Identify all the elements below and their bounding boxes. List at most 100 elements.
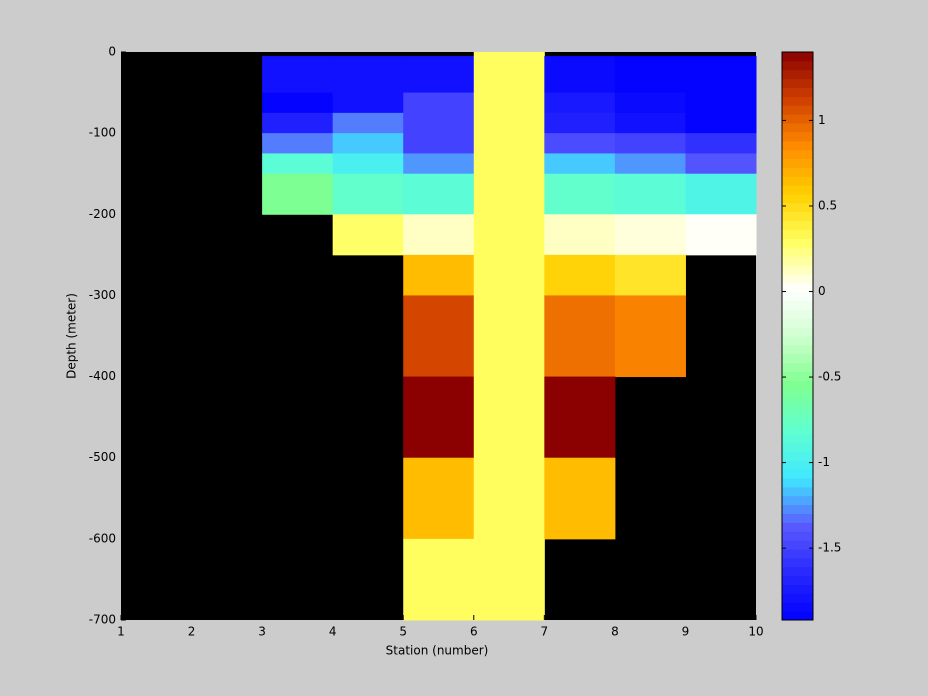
heatmap-cell (332, 92, 404, 114)
heatmap-cell (685, 133, 757, 154)
x-tick-label: 3 (258, 625, 266, 639)
heatmap-cell (332, 153, 404, 175)
heatmap-cell (614, 112, 686, 134)
heatmap-cell (473, 376, 545, 459)
colorbar-step (782, 584, 813, 594)
heatmap-cell (544, 92, 616, 114)
colorbar-step (782, 52, 813, 62)
heatmap-cell (685, 153, 757, 175)
colorbar-step (782, 229, 813, 239)
colorbar-step (782, 336, 813, 346)
colorbar-step (782, 371, 813, 381)
y-tick-label: -200 (89, 207, 116, 221)
colorbar-step (782, 176, 813, 186)
colorbar-step (782, 211, 813, 222)
colorbar-step (782, 220, 813, 230)
colorbar-step (782, 557, 813, 568)
colorbar-step (782, 273, 813, 284)
heatmap-cell (614, 214, 686, 256)
colorbar-tick-label: -1.5 (818, 541, 841, 555)
x-tick-label: 5 (399, 625, 407, 639)
colorbar-step (782, 140, 813, 151)
colorbar-step (782, 469, 813, 479)
heatmap-cell (685, 56, 757, 94)
colorbar-step (782, 282, 813, 293)
colorbar-step (782, 575, 813, 585)
colorbar-step (782, 158, 813, 168)
colorbar-step (782, 504, 813, 514)
heatmap-cell (544, 214, 616, 256)
x-tick-label: 9 (682, 625, 690, 639)
colorbar-step (782, 513, 813, 523)
heatmap-cell (614, 153, 686, 175)
heatmap-cell (544, 254, 616, 296)
x-tick-label: 4 (329, 625, 337, 639)
heatmap-cell (614, 254, 686, 296)
x-tick-label: 8 (611, 625, 619, 639)
heatmap-cell (473, 457, 545, 540)
colorbar-step (782, 398, 813, 408)
heatmap-cell (614, 133, 686, 154)
colorbar-step (782, 611, 813, 621)
heatmap-cell (473, 153, 545, 175)
heatmap-cell (473, 214, 545, 256)
heatmap-cell (473, 52, 545, 57)
colorbar-step (782, 247, 813, 257)
heatmap-cell (614, 173, 686, 215)
colorbar-step (782, 202, 813, 213)
colorbar-step (782, 318, 813, 328)
x-tick-label: 2 (188, 625, 196, 639)
colorbar-step (782, 327, 813, 337)
y-tick-label: -700 (89, 613, 116, 627)
colorbar-step (782, 593, 813, 603)
colorbar-tick-label: -0.5 (818, 370, 841, 384)
heatmap-cell (262, 173, 334, 215)
colorbar-step (782, 185, 813, 195)
heatmap-cell (403, 133, 475, 154)
heatmap-cell (473, 173, 545, 215)
colorbar-step (782, 478, 813, 488)
heatmap-cell (473, 56, 545, 94)
colorbar-step (782, 380, 813, 390)
heatmap-cell (544, 173, 616, 215)
colorbar-step (782, 87, 813, 97)
colorbar-step (782, 149, 813, 159)
colorbar-step (782, 407, 813, 417)
colorbar-step (782, 123, 813, 133)
heatmap-cell (403, 376, 475, 459)
heatmap-cell (685, 214, 757, 256)
heatmap-cell (262, 92, 334, 114)
colorbar-step (782, 566, 813, 577)
y-tick-label: -300 (89, 288, 116, 302)
x-axis-label: Station (number) (386, 644, 489, 658)
colorbar-step (782, 451, 813, 461)
colorbar-step (782, 114, 813, 124)
colorbar-step (782, 265, 813, 275)
heatmap-cell (262, 133, 334, 154)
heatmap-cell (403, 92, 475, 114)
heatmap-cell (544, 153, 616, 175)
heatmap-cell (473, 112, 545, 134)
heatmap-cell (685, 92, 757, 114)
heatmap-cell (332, 214, 404, 256)
colorbar-step (782, 486, 813, 497)
colorbar-step (782, 105, 813, 115)
x-tick-label: 7 (541, 625, 549, 639)
heatmap-cell (262, 112, 334, 134)
colorbar-step (782, 131, 813, 142)
colorbar-step (782, 362, 813, 372)
heatmap-cell (403, 153, 475, 175)
colorbar-step (782, 96, 813, 106)
heatmap-cell (403, 457, 475, 540)
heatmap-cell (403, 112, 475, 134)
colorbar-step (782, 602, 813, 612)
heatmap-cell (544, 112, 616, 134)
colorbar-step (782, 522, 813, 532)
y-axis-label: Depth (meter) (65, 293, 79, 379)
x-tick-label: 10 (748, 625, 763, 639)
heatmap-cell (403, 56, 475, 94)
colorbar-tick-label: 1 (818, 113, 826, 127)
heatmap-cell (403, 254, 475, 296)
colorbar-step (782, 389, 813, 399)
colorbar-tick-label: 0 (818, 284, 826, 298)
